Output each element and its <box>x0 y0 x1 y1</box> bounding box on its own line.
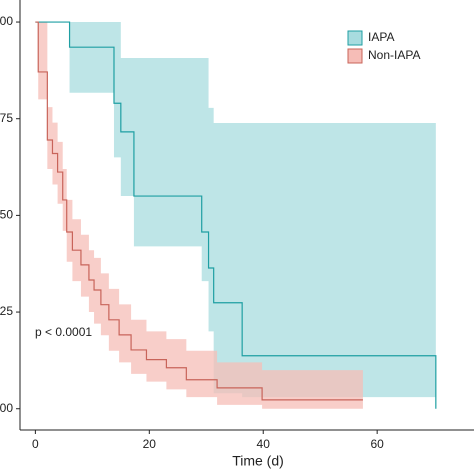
legend-label: IAPA <box>368 30 394 44</box>
ci-band <box>35 22 436 398</box>
y-tick-label: 0.75 <box>0 111 13 125</box>
y-tick-label: 0.00 <box>0 401 13 415</box>
legend-swatch <box>347 30 363 46</box>
legend-label: Non-IAPA <box>368 48 420 62</box>
legend-swatch <box>347 48 363 64</box>
annotation: p < 0.0001 <box>35 325 92 339</box>
ci-band <box>35 22 363 409</box>
x-tick-label: 0 <box>32 437 39 451</box>
y-tick-label: 0.25 <box>0 304 13 318</box>
survival-line <box>35 21 437 409</box>
y-tick-label: 0.50 <box>0 208 13 222</box>
survival-line <box>35 21 363 401</box>
x-tick-label: 20 <box>143 437 157 451</box>
x-axis-label: Time (d) <box>232 453 284 469</box>
y-tick-label: 1.00 <box>0 14 13 28</box>
x-tick-label: 40 <box>257 437 271 451</box>
x-tick-label: 60 <box>370 437 384 451</box>
